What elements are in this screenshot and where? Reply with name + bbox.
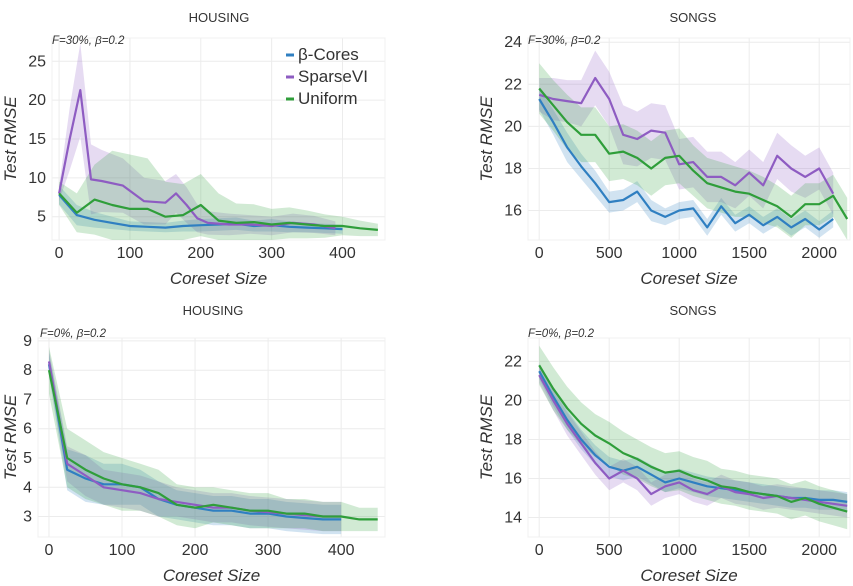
x-tick-label: 400 (329, 245, 356, 262)
x-tick-label: 2000 (801, 542, 837, 559)
y-tick-label: 8 (23, 362, 32, 379)
y-tick-label: 14 (504, 509, 522, 526)
y-tick-label: 22 (504, 76, 522, 93)
series-line-sparsevi (538, 374, 848, 507)
x-axis-label: Coreset Size (163, 566, 260, 585)
confidence-band (59, 150, 378, 240)
x-tick-label: 200 (187, 245, 214, 262)
confidence-band (539, 50, 834, 215)
y-tick-label: 16 (504, 470, 522, 487)
y-axis-label: Test RMSE (477, 96, 496, 182)
y-tick-label: 25 (28, 53, 46, 70)
plot-area (527, 37, 851, 241)
chart-title: HOUSING (183, 303, 244, 318)
chart-subtitle: F=0%, β=0.2 (40, 328, 107, 340)
plot-area (37, 337, 386, 538)
x-axis-label: Coreset Size (640, 566, 737, 585)
y-axis-label: Test RMSE (477, 394, 496, 480)
x-tick-label: 0 (535, 245, 544, 262)
y-tick-label: 6 (23, 421, 32, 438)
series-line-beta-cores (538, 98, 834, 231)
x-tick-label: 500 (596, 542, 623, 559)
y-tick-label: 10 (28, 170, 46, 187)
legend-label: SparseVI (298, 67, 368, 86)
y-tick-label: 4 (23, 479, 32, 496)
x-tick-label: 0 (55, 245, 64, 262)
y-tick-label: 18 (504, 431, 522, 448)
x-tick-label: 400 (328, 542, 355, 559)
x-tick-label: 2000 (801, 245, 837, 262)
chart-subtitle: F=30%, β=0.2 (528, 35, 601, 47)
chart-panel: 0 500 1000 1500 2000 14 16 18 20 22 SONGS F=0%, β=0… (477, 303, 851, 585)
y-tick-label: 24 (504, 34, 522, 51)
x-tick-label: 1500 (731, 245, 767, 262)
chart-title: SONGS (670, 10, 717, 25)
chart-title: HOUSING (189, 10, 250, 25)
legend-label: Uniform (298, 89, 358, 108)
y-tick-label: 20 (504, 118, 522, 135)
chart-panel: 0 100 200 300 400 3 4 5 6 7 8 9 HOUSING F=0%, β=0.2 Co… (1, 303, 386, 585)
y-tick-label: 15 (28, 131, 46, 148)
y-tick-label: 22 (504, 353, 522, 370)
chart-panel: 0 100 200 300 400 5 10 15 20 25 HOUSING F=30%, β=0.… (1, 10, 386, 288)
y-axis-label: Test RMSE (1, 394, 20, 480)
chart-subtitle: F=30%, β=0.2 (52, 35, 125, 47)
confidence-band (539, 63, 848, 241)
series-line-uniform (58, 192, 378, 231)
y-axis-label: Test RMSE (1, 96, 20, 182)
chart-panel: 0 500 1000 1500 2000 16 18 20 22 24 SONGS F=30%, β=… (477, 10, 851, 288)
legend: β-Cores SparseVI Uniform (286, 45, 368, 108)
x-axis-label: Coreset Size (640, 269, 737, 288)
confidence-band (539, 345, 848, 530)
series-line-uniform (47, 369, 378, 521)
x-tick-label: 1000 (661, 245, 697, 262)
chart-subtitle: F=0%, β=0.2 (528, 328, 595, 340)
x-tick-label: 0 (45, 542, 54, 559)
x-tick-label: 300 (258, 245, 285, 262)
chart-title: SONGS (670, 303, 717, 318)
plot-area (51, 37, 386, 241)
y-tick-label: 20 (28, 92, 46, 109)
y-tick-label: 7 (23, 391, 32, 408)
x-tick-label: 1000 (661, 542, 697, 559)
y-tick-label: 3 (23, 509, 32, 526)
x-tick-label: 500 (596, 245, 623, 262)
confidence-band (539, 367, 848, 518)
plot-area (527, 337, 851, 538)
y-tick-label: 5 (23, 450, 32, 467)
y-tick-label: 5 (37, 209, 46, 226)
y-tick-label: 9 (23, 333, 32, 350)
confidence-band (49, 349, 342, 532)
series-line-uniform (538, 87, 849, 220)
legend-label: β-Cores (298, 45, 359, 64)
confidence-band (59, 185, 343, 234)
series-line-uniform (538, 364, 848, 513)
y-tick-label: 20 (504, 392, 522, 409)
x-axis-label: Coreset Size (170, 269, 267, 288)
confidence-band (49, 352, 342, 535)
x-tick-label: 300 (255, 542, 282, 559)
x-tick-label: 200 (182, 542, 209, 559)
y-tick-label: 16 (504, 203, 522, 220)
x-tick-label: 1500 (731, 542, 767, 559)
series-line-sparsevi (58, 88, 336, 230)
x-tick-label: 0 (535, 542, 544, 559)
y-tick-label: 18 (504, 160, 522, 177)
x-tick-label: 100 (109, 542, 136, 559)
confidence-band (59, 43, 336, 236)
x-tick-label: 100 (117, 245, 144, 262)
series-line-beta-cores (58, 194, 343, 231)
